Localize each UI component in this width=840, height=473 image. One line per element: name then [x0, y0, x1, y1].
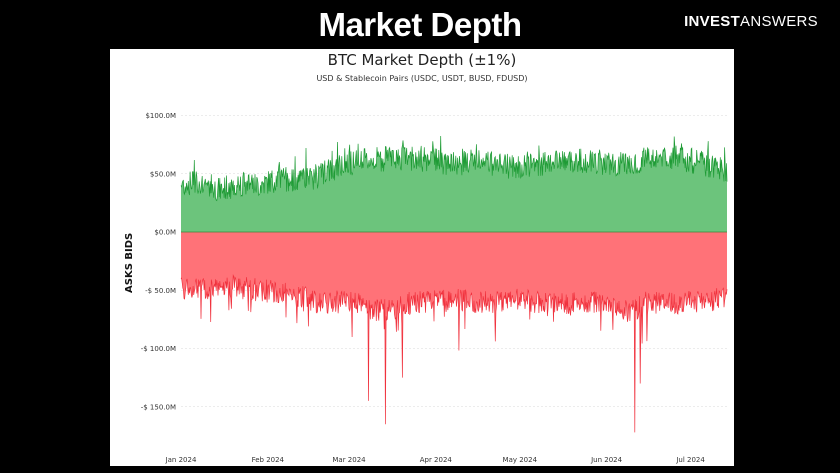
- y-tick-label: $0.0M: [154, 229, 176, 237]
- bids-line: [180, 135, 728, 202]
- y-tick-label: -$ 150.0M: [141, 403, 176, 411]
- y-tick-label: -$ 50.0M: [145, 287, 176, 295]
- y-tick-label: -$ 100.0M: [141, 345, 176, 353]
- brand-logo: INVESTANSWERS: [684, 13, 818, 30]
- x-tick-label: May 2024: [503, 456, 538, 464]
- brand-bold: INVEST: [684, 13, 741, 30]
- depth-chart: $100.0M $50.0M $0.0M -$ 50.0M -$ 100.0M -$ 15…: [141, 112, 728, 464]
- chart-panel: $100.0M $50.0M $0.0M -$ 50.0M -$ 100.0M -$ 15…: [110, 49, 734, 466]
- asks-area: [181, 232, 727, 433]
- y-axis-label: ASKS BIDS: [124, 232, 135, 293]
- y-tick-label: $100.0M: [145, 112, 176, 120]
- x-tick-label: Jul 2024: [675, 456, 705, 464]
- chart-subtitle: USD & Stablecoin Pairs (USDC, USDT, BUSD…: [316, 74, 528, 83]
- brand-light: ANSWERS: [740, 13, 818, 30]
- asks-line: [180, 274, 728, 433]
- x-tick-label: Jan 2024: [165, 456, 197, 464]
- chart-title: BTC Market Depth (±1%): [327, 51, 517, 69]
- x-tick-label: Feb 2024: [252, 456, 285, 464]
- y-tick-label: $50.0M: [150, 170, 176, 178]
- x-tick-label: Mar 2024: [332, 456, 366, 464]
- x-tick-label: Apr 2024: [420, 456, 453, 464]
- x-tick-label: Jun 2024: [590, 456, 623, 464]
- slide-title: Market Depth: [318, 6, 522, 43]
